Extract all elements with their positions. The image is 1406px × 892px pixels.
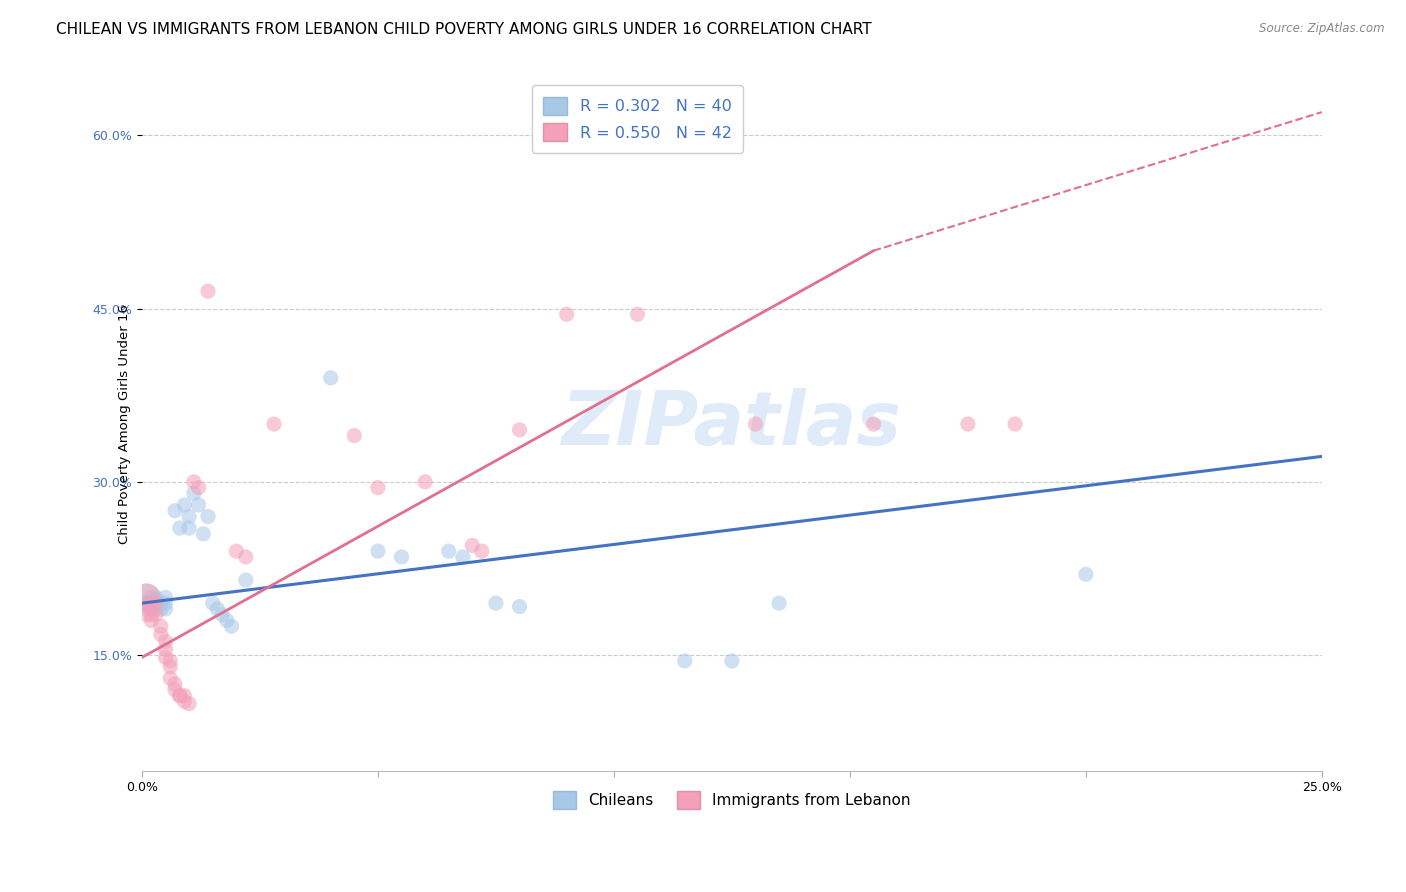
Point bbox=[149, 619, 172, 633]
Point bbox=[159, 654, 181, 668]
Point bbox=[235, 573, 257, 587]
Point bbox=[673, 654, 696, 668]
Point bbox=[626, 307, 648, 321]
Point bbox=[221, 619, 243, 633]
Point bbox=[163, 682, 186, 697]
Point bbox=[207, 602, 229, 616]
Point bbox=[145, 602, 167, 616]
Point bbox=[141, 596, 163, 610]
Point bbox=[1074, 567, 1097, 582]
Point bbox=[169, 521, 191, 535]
Point bbox=[173, 498, 195, 512]
Point bbox=[179, 521, 201, 535]
Point bbox=[141, 602, 163, 616]
Y-axis label: Child Poverty Among Girls Under 16: Child Poverty Among Girls Under 16 bbox=[118, 304, 131, 544]
Point bbox=[173, 689, 195, 703]
Point bbox=[555, 307, 578, 321]
Point bbox=[149, 596, 172, 610]
Point bbox=[197, 284, 219, 298]
Point bbox=[367, 544, 389, 558]
Point bbox=[155, 650, 177, 665]
Text: ZIPatlas: ZIPatlas bbox=[562, 387, 901, 460]
Point bbox=[145, 596, 167, 610]
Point bbox=[235, 549, 257, 564]
Point bbox=[173, 694, 195, 708]
Point bbox=[179, 509, 201, 524]
Point bbox=[169, 689, 191, 703]
Point bbox=[145, 596, 167, 610]
Point bbox=[451, 549, 474, 564]
Point bbox=[201, 596, 224, 610]
Point bbox=[145, 607, 167, 622]
Point bbox=[508, 423, 530, 437]
Point bbox=[862, 417, 884, 431]
Text: CHILEAN VS IMMIGRANTS FROM LEBANON CHILD POVERTY AMONG GIRLS UNDER 16 CORRELATIO: CHILEAN VS IMMIGRANTS FROM LEBANON CHILD… bbox=[56, 22, 872, 37]
Point bbox=[343, 428, 366, 442]
Point bbox=[485, 596, 508, 610]
Point bbox=[155, 602, 177, 616]
Point bbox=[141, 614, 163, 628]
Point bbox=[155, 596, 177, 610]
Point bbox=[215, 614, 238, 628]
Point bbox=[413, 475, 436, 489]
Point bbox=[149, 602, 172, 616]
Point bbox=[319, 371, 342, 385]
Point bbox=[461, 538, 484, 552]
Text: Source: ZipAtlas.com: Source: ZipAtlas.com bbox=[1260, 22, 1385, 36]
Point bbox=[721, 654, 744, 668]
Point bbox=[135, 602, 157, 616]
Point bbox=[145, 591, 167, 605]
Point bbox=[155, 634, 177, 648]
Point bbox=[471, 544, 494, 558]
Point bbox=[163, 504, 186, 518]
Point bbox=[141, 591, 163, 605]
Point bbox=[135, 591, 157, 605]
Point bbox=[193, 526, 215, 541]
Point bbox=[744, 417, 766, 431]
Point bbox=[437, 544, 460, 558]
Point bbox=[159, 671, 181, 685]
Point bbox=[183, 475, 205, 489]
Point bbox=[768, 596, 790, 610]
Point bbox=[197, 509, 219, 524]
Point bbox=[135, 591, 157, 605]
Point bbox=[183, 486, 205, 500]
Point bbox=[211, 607, 233, 622]
Point bbox=[169, 689, 191, 703]
Point bbox=[1004, 417, 1026, 431]
Legend: Chileans, Immigrants from Lebanon: Chileans, Immigrants from Lebanon bbox=[547, 785, 917, 815]
Point bbox=[367, 481, 389, 495]
Point bbox=[225, 544, 247, 558]
Point bbox=[187, 481, 209, 495]
Point bbox=[159, 659, 181, 673]
Point bbox=[135, 596, 157, 610]
Point bbox=[135, 607, 157, 622]
Point bbox=[149, 627, 172, 641]
Point bbox=[155, 591, 177, 605]
Point bbox=[508, 599, 530, 614]
Point bbox=[391, 549, 413, 564]
Point bbox=[141, 596, 163, 610]
Point bbox=[163, 677, 186, 691]
Point bbox=[187, 498, 209, 512]
Point bbox=[263, 417, 285, 431]
Point bbox=[135, 596, 157, 610]
Point bbox=[141, 607, 163, 622]
Point bbox=[179, 697, 201, 711]
Point bbox=[141, 602, 163, 616]
Point bbox=[155, 642, 177, 657]
Point bbox=[956, 417, 979, 431]
